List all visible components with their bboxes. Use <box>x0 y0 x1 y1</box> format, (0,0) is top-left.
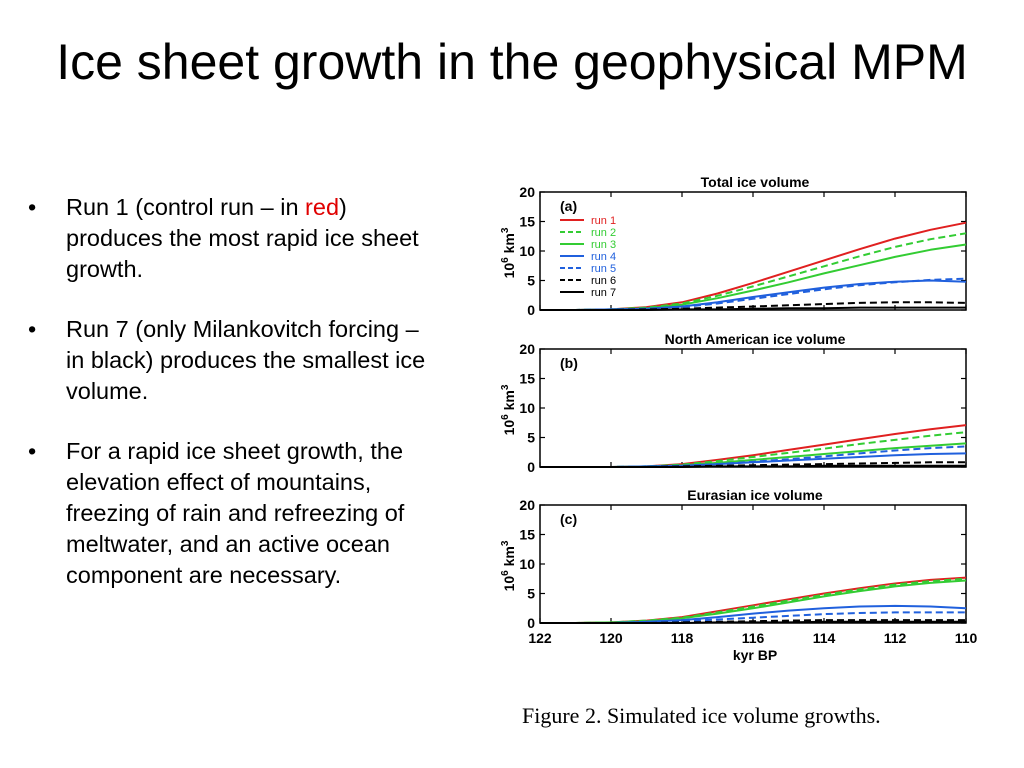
y-tick-label: 5 <box>527 273 535 289</box>
legend-label: run 1 <box>591 215 616 227</box>
y-tick-label: 15 <box>519 371 535 387</box>
series-line-run-7 <box>540 620 966 624</box>
legend-label: run 6 <box>591 275 616 287</box>
slide-title: Ice sheet growth in the geophysical MPM <box>56 34 968 90</box>
panel-title: Eurasian ice volume <box>687 487 823 503</box>
legend-label: run 4 <box>591 251 616 263</box>
panel-title: Total ice volume <box>701 174 810 190</box>
legend-label: run 7 <box>591 287 616 299</box>
y-tick-label: 20 <box>519 497 535 513</box>
panel-title: North American ice volume <box>665 331 846 347</box>
y-tick-label: 20 <box>519 341 535 357</box>
y-axis-label: 106 km3 <box>500 540 517 591</box>
bullet-list: Run 1 (control run – in red) produces th… <box>28 192 428 620</box>
highlight-word: red <box>305 194 340 220</box>
y-tick-label: 0 <box>527 615 535 631</box>
y-axis-label: 106 km3 <box>500 384 517 435</box>
y-tick-label: 20 <box>519 184 535 200</box>
x-axis-label: kyr BP <box>733 647 777 663</box>
x-tick-label: 116 <box>742 630 765 646</box>
y-tick-label: 10 <box>519 243 535 259</box>
y-tick-label: 0 <box>527 302 535 318</box>
y-tick-label: 10 <box>519 400 535 416</box>
y-tick-label: 0 <box>527 459 535 475</box>
legend-label: run 5 <box>591 263 616 275</box>
y-tick-label: 15 <box>519 527 535 543</box>
legend-label: run 2 <box>591 227 616 239</box>
series-line-run-7 <box>540 464 966 468</box>
x-tick-label: 118 <box>671 630 694 646</box>
x-tick-label: 112 <box>884 630 907 646</box>
plot-frame <box>539 348 967 468</box>
x-tick-label: 114 <box>813 630 836 646</box>
figure-caption: Figure 2. Simulated ice volume growths. <box>522 703 881 728</box>
bullet-item: Run 1 (control run – in red) produces th… <box>28 192 428 285</box>
legend-label: run 3 <box>591 239 616 251</box>
series-line-run-3 <box>540 579 967 624</box>
x-tick-label: 120 <box>599 630 623 646</box>
y-tick-label: 5 <box>527 430 535 446</box>
bullet-item: Run 7 (only Milankovitch forcing – in bl… <box>28 314 428 407</box>
series-line-run-7 <box>540 306 966 311</box>
panel-label: (a) <box>560 198 577 214</box>
panel-label: (b) <box>560 355 578 371</box>
bullet-item: For a rapid ice sheet growth, the elevat… <box>28 436 428 591</box>
panel-label: (c) <box>560 511 577 527</box>
y-tick-label: 15 <box>519 214 535 230</box>
x-tick-label: 122 <box>528 630 552 646</box>
y-axis-label: 106 km3 <box>500 227 517 278</box>
y-tick-label: 10 <box>519 556 535 572</box>
x-tick-label: 110 <box>955 630 978 646</box>
y-tick-label: 5 <box>527 586 535 602</box>
